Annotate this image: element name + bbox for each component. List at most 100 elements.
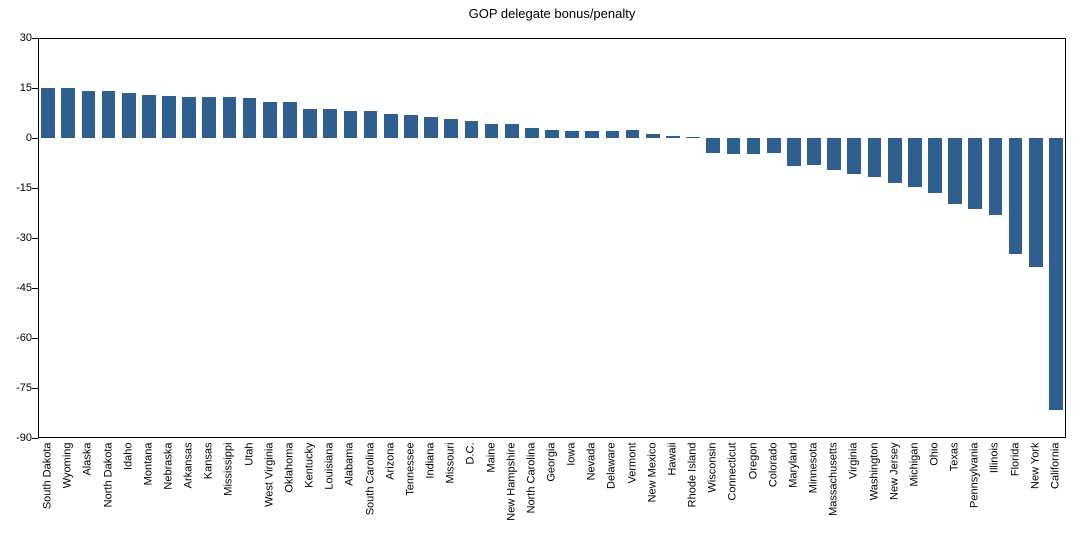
x-axis-label-new-hampshire: New Hampshire — [505, 442, 518, 521]
bar-arizona — [383, 114, 398, 138]
x-axis-label-ohio: Ohio — [928, 442, 941, 466]
x-axis-label-maine: Maine — [485, 442, 498, 472]
x-axis-label-wyoming: Wyoming — [61, 442, 74, 488]
bar-illinois — [988, 138, 1003, 216]
x-axis-label-nebraska: Nebraska — [162, 442, 175, 490]
x-axis-label-new-york: New York — [1029, 442, 1042, 489]
x-axis-label-north-carolina: North Carolina — [525, 442, 538, 513]
bar-georgia — [545, 130, 559, 138]
bar-nebraska — [162, 96, 176, 138]
bar-vermont — [625, 130, 640, 138]
x-axis-label-louisiana: Louisiana — [323, 442, 336, 490]
bar-montana — [142, 95, 156, 138]
bar-colorado — [766, 138, 781, 153]
x-axis-label-tennessee: Tennessee — [404, 442, 417, 496]
x-axis-label-oklahoma: Oklahoma — [283, 442, 296, 493]
bar-wyoming — [61, 87, 76, 138]
bar-mississippi — [222, 97, 237, 138]
bar-utah — [242, 97, 257, 138]
bar-wisconsin — [706, 138, 721, 153]
bar-south-carolina — [363, 111, 378, 138]
bar-new-mexico — [645, 134, 660, 138]
x-axis-label-kansas: Kansas — [202, 442, 215, 479]
bar-michigan — [907, 138, 922, 187]
bar-california — [1049, 138, 1063, 410]
x-axis-label-rhode-island: Rhode Island — [686, 442, 699, 507]
bar-iowa — [565, 131, 579, 138]
y-axis-tick — [32, 237, 38, 239]
bar-idaho — [121, 93, 136, 138]
bar-arkansas — [182, 97, 197, 138]
x-axis-label-washington: Washington — [868, 442, 880, 500]
bar-oregon — [746, 138, 761, 155]
x-axis-label-south-dakota: South Dakota — [41, 442, 54, 509]
bar-kansas — [202, 97, 217, 138]
x-axis-label-montana: Montana — [142, 442, 155, 485]
bar-north-dakota — [101, 91, 116, 138]
y-axis-tick — [32, 387, 38, 389]
x-axis-label-utah: Utah — [243, 442, 256, 466]
x-axis-label-florida: Florida — [1009, 442, 1022, 476]
bar-texas — [948, 138, 962, 204]
bar-minnesota — [807, 138, 821, 166]
bar-west-virginia — [262, 102, 277, 138]
x-axis-label-arkansas: Arkansas — [182, 442, 195, 488]
x-axis-label-north-dakota: North Dakota — [102, 442, 115, 507]
bar-maryland — [787, 138, 801, 166]
y-axis-tick-label: -45 — [16, 281, 32, 294]
x-axis-label-west-virginia: West Virginia — [263, 442, 276, 507]
x-axis-label-wisconsin: Wisconsin — [706, 442, 719, 493]
bar-tennessee — [404, 114, 418, 138]
y-axis-tick-label: -15 — [16, 181, 32, 194]
x-axis-label-oregon: Oregon — [747, 442, 760, 479]
x-axis-label-georgia: Georgia — [545, 442, 558, 482]
x-axis-label-arizona: Arizona — [384, 442, 397, 480]
x-axis-label-connecticut: Connecticut — [726, 442, 739, 501]
bar-alaska — [81, 90, 96, 138]
bar-rhode-island — [686, 137, 700, 139]
x-axis-label-virginia: Virginia — [847, 442, 860, 479]
y-axis-tick — [32, 137, 38, 139]
y-axis-tick — [32, 187, 38, 189]
x-axis-label-texas: Texas — [948, 442, 961, 471]
bar-ohio — [928, 138, 942, 194]
x-axis-label-idaho: Idaho — [122, 442, 135, 470]
bar-connecticut — [726, 138, 741, 155]
bar-d-c — [464, 121, 479, 138]
x-axis-label-alabama: Alabama — [343, 442, 356, 486]
x-axis-label-california: California — [1049, 442, 1062, 489]
bar-new-hampshire — [504, 124, 519, 138]
y-axis-tick — [32, 337, 38, 339]
y-axis-tick — [32, 37, 38, 39]
y-axis-tick-label: -90 — [16, 431, 32, 444]
y-axis-tick-label: 30 — [19, 31, 32, 44]
bar-missouri — [444, 118, 459, 138]
bar-virginia — [847, 138, 862, 175]
x-axis-label-vermont: Vermont — [626, 442, 639, 483]
x-axis-label-illinois: Illinois — [988, 442, 1001, 473]
bar-maine — [484, 123, 499, 138]
x-axis-label-indiana: Indiana — [424, 442, 437, 479]
x-axis-label-michigan: Michigan — [908, 442, 921, 487]
x-axis-label-hawaii: Hawaii — [666, 442, 679, 476]
bar-oklahoma — [283, 102, 297, 138]
y-axis-tick — [32, 287, 38, 289]
y-axis-tick-label: -75 — [16, 381, 32, 394]
bar-new-jersey — [887, 138, 902, 183]
y-axis-tick-label: 15 — [19, 81, 32, 94]
bar-nevada — [585, 131, 600, 138]
chart-title: GOP delegate bonus/penalty — [468, 6, 636, 21]
y-axis-tick-label: -30 — [16, 231, 32, 244]
y-axis-tick-label: -60 — [16, 331, 32, 344]
x-axis-label-colorado: Colorado — [767, 442, 780, 487]
bar-delaware — [605, 131, 620, 138]
bar-louisiana — [323, 109, 338, 138]
bar-south-dakota — [41, 87, 55, 138]
x-axis-label-new-mexico: New Mexico — [646, 442, 659, 502]
bar-alabama — [343, 110, 358, 138]
bar-north-carolina — [524, 127, 539, 138]
x-axis-label-new-jersey: New Jersey — [888, 442, 901, 500]
y-axis-tick — [32, 87, 38, 89]
bar-kentucky — [303, 108, 317, 138]
